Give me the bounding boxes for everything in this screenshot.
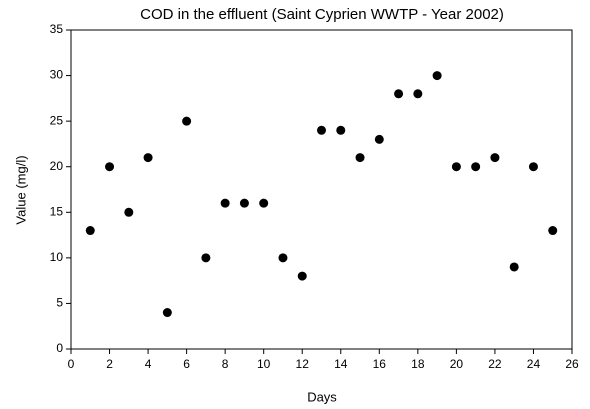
point: [394, 89, 404, 99]
point: [451, 162, 461, 172]
point: [548, 226, 558, 236]
point: [124, 207, 134, 217]
point: [528, 162, 538, 172]
point: [336, 125, 346, 135]
x-tick-label: 16: [373, 357, 387, 371]
x-axis-label: Days: [307, 389, 337, 404]
y-tick-label: 0: [56, 341, 63, 355]
x-tick-label: 20: [450, 357, 464, 371]
x-tick-label: 26: [565, 357, 579, 371]
point: [413, 89, 423, 99]
point: [162, 308, 172, 318]
point: [220, 198, 230, 208]
point: [239, 198, 249, 208]
point: [432, 71, 442, 81]
x-tick-label: 6: [183, 357, 190, 371]
point: [85, 226, 95, 236]
point: [278, 253, 288, 263]
point: [374, 134, 384, 144]
x-tick-label: 14: [334, 357, 348, 371]
y-tick-label: 5: [56, 296, 63, 310]
point: [259, 198, 269, 208]
point: [297, 271, 307, 281]
y-tick-label: 30: [50, 68, 64, 82]
point: [490, 153, 500, 163]
chart-title: COD in the effluent (Saint Cyprien WWTP …: [140, 6, 504, 23]
x-tick-label: 12: [296, 357, 310, 371]
x-tick-label: 22: [488, 357, 502, 371]
point: [509, 262, 519, 272]
x-tick-label: 2: [106, 357, 113, 371]
point: [201, 253, 211, 263]
y-tick-label: 15: [50, 204, 64, 218]
point: [182, 116, 192, 126]
x-tick-label: 8: [222, 357, 229, 371]
x-tick-label: 0: [68, 357, 75, 371]
x-tick-label: 10: [257, 357, 271, 371]
x-tick-label: 18: [411, 357, 425, 371]
plot-frame: [70, 29, 573, 350]
point: [143, 153, 153, 163]
x-tick-label: 4: [145, 357, 152, 371]
point: [105, 162, 115, 172]
y-tick-label: 35: [50, 22, 64, 36]
y-tick-label: 10: [50, 250, 64, 264]
y-tick-label: 25: [50, 113, 64, 127]
point: [471, 162, 481, 172]
y-axis-label: Value (mg/l): [13, 155, 28, 224]
y-tick-label: 20: [50, 159, 64, 173]
x-tick-label: 24: [527, 357, 541, 371]
point: [355, 153, 365, 163]
point: [317, 125, 326, 135]
